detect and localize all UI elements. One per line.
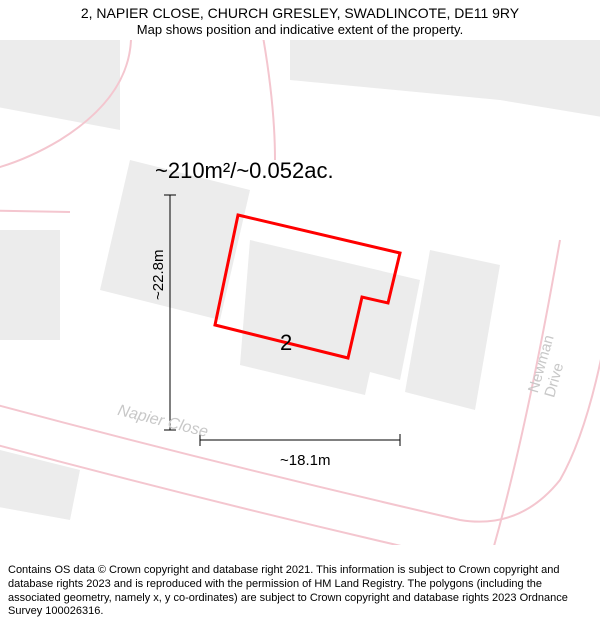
map-svg: [0, 40, 600, 545]
map-area: ~210m²/~0.052ac. ~22.8m ~18.1m 2 Napier …: [0, 40, 600, 545]
header: 2, NAPIER CLOSE, CHURCH GRESLEY, SWADLIN…: [0, 4, 600, 39]
height-dimension-label: ~22.8m: [150, 250, 167, 300]
area-label: ~210m²/~0.052ac.: [155, 158, 334, 184]
width-dimension-label: ~18.1m: [280, 452, 330, 469]
map-subtitle: Map shows position and indicative extent…: [0, 22, 600, 39]
map-container: 2, NAPIER CLOSE, CHURCH GRESLEY, SWADLIN…: [0, 0, 600, 625]
plot-number-label: 2: [280, 330, 292, 356]
address-title: 2, NAPIER CLOSE, CHURCH GRESLEY, SWADLIN…: [0, 4, 600, 22]
copyright-footer: Contains OS data © Crown copyright and d…: [8, 564, 592, 619]
